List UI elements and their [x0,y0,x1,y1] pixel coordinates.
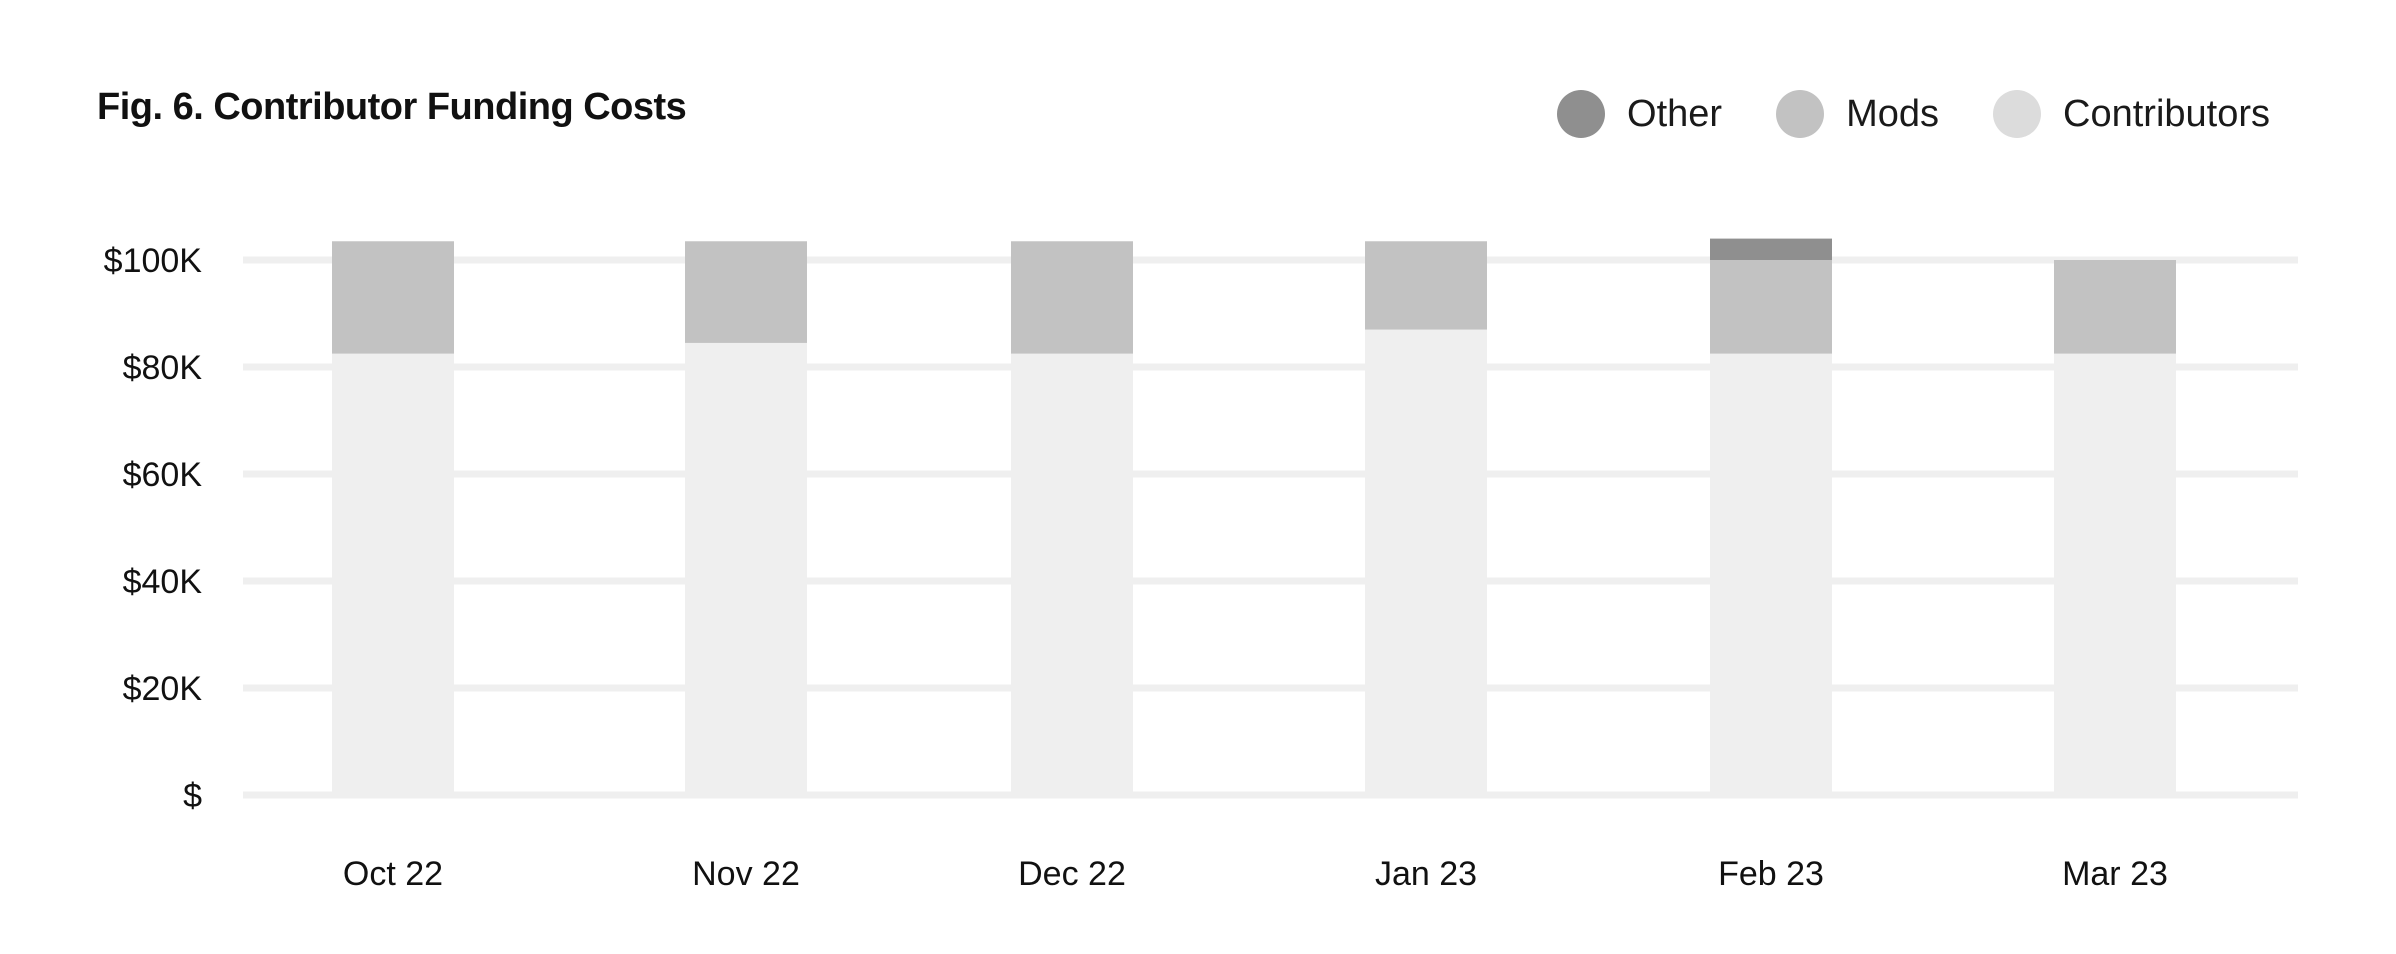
grid-line [243,577,2298,585]
bar-segment-contributors [332,353,454,795]
legend-swatch [1557,90,1606,138]
x-tick-label: Jan 23 [1375,855,1477,893]
grid-line [243,684,2298,692]
bar-segment-contributors [2054,353,2176,795]
bar-segment-mods [332,241,454,354]
x-tick-label: Nov 22 [692,855,800,893]
legend-swatch [1993,90,2042,138]
legend-item-other: Other [1557,90,1722,138]
bar-segment-contributors [1011,353,1133,795]
legend-item-contributors: Contributors [1993,90,2270,138]
y-tick-label: $100K [104,242,203,280]
bar-segment-other [1710,238,1832,260]
y-tick-label: $20K [123,670,203,708]
chart-legend: Other Mods Contributors [1557,86,2270,142]
x-tick-label: Mar 23 [2062,855,2168,893]
bar-segment-mods [1011,241,1133,354]
y-tick-label: $60K [123,456,203,494]
legend-label: Contributors [2063,92,2270,135]
bar-segment-mods [2054,260,2176,354]
bar-segment-contributors [1710,353,1832,795]
chart-title: Fig. 6. Contributor Funding Costs [97,86,687,128]
x-tick-label: Feb 23 [1718,855,1824,893]
bar-segment-mods [1710,260,1832,354]
y-tick-label: $80K [123,349,203,387]
bar-segment-mods [1365,241,1487,330]
grid-line [243,791,2298,799]
grid-line [243,470,2298,478]
legend-label: Mods [1846,92,1940,135]
legend-item-mods: Mods [1776,90,1939,138]
bar-segment-mods [685,241,807,343]
y-tick-label: $ [183,777,202,815]
legend-label: Other [1627,92,1723,135]
y-tick-label: $40K [123,563,203,601]
x-tick-label: Oct 22 [343,855,443,893]
grid-line [243,363,2298,371]
bar-segment-contributors [1365,329,1487,795]
legend-swatch [1776,90,1825,138]
grid-line [243,256,2298,264]
x-tick-label: Dec 22 [1018,855,1126,893]
bar-segment-contributors [685,342,807,795]
